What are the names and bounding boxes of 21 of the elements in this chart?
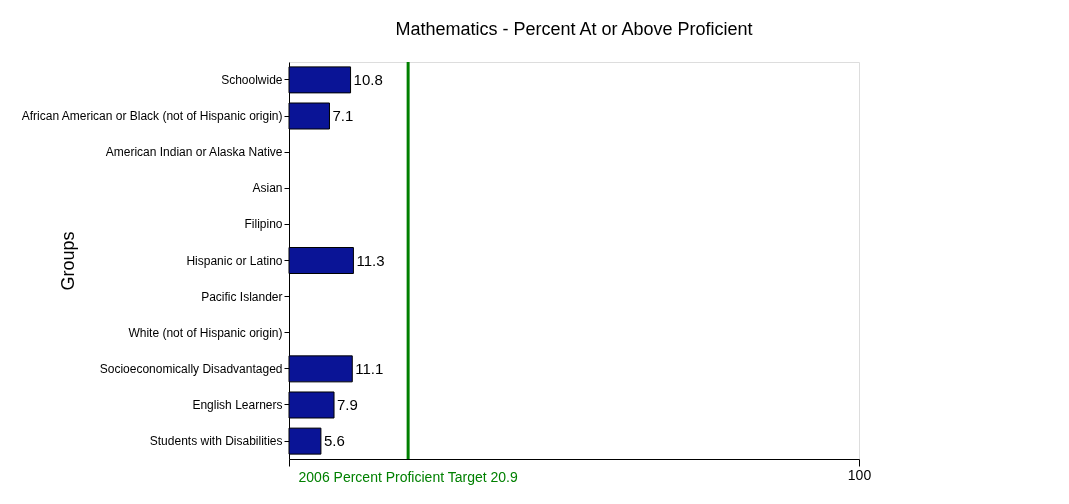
y-tick-label: Filipino	[244, 217, 283, 232]
data-label: 11.1	[355, 359, 384, 377]
y-tick-label: Schoolwide	[221, 72, 283, 87]
x-tick-label: 100	[847, 466, 872, 483]
y-tick-label: Pacific Islander	[201, 289, 283, 304]
y-tick-label: White (not of Hispanic origin)	[128, 325, 283, 340]
y-tick-label: Asian	[252, 181, 283, 196]
data-label: 5.6	[323, 432, 345, 450]
y-axis-title: Groups	[57, 231, 78, 291]
data-label: 11.3	[356, 251, 385, 269]
y-tick-label: Socioeconomically Disadvantaged	[99, 361, 283, 376]
y-tick-label: Students with Disabilities	[149, 434, 283, 449]
chart-title: Mathematics - Percent At or Above Proficient	[395, 18, 753, 39]
y-tick-label: Hispanic or Latino	[186, 253, 283, 268]
ref-line-label: 2006 Percent Proficient Target 20.9	[298, 469, 518, 485]
data-label: 7.1	[332, 107, 354, 125]
y-tick-label: American Indian or Alaska Native	[105, 145, 283, 160]
data-label: 7.9	[337, 395, 358, 413]
y-tick-label: English Learners	[192, 397, 283, 412]
y-tick-label: African American or Black (not of Hispanic origin)	[21, 109, 283, 124]
data-label: 10.8	[353, 70, 383, 88]
